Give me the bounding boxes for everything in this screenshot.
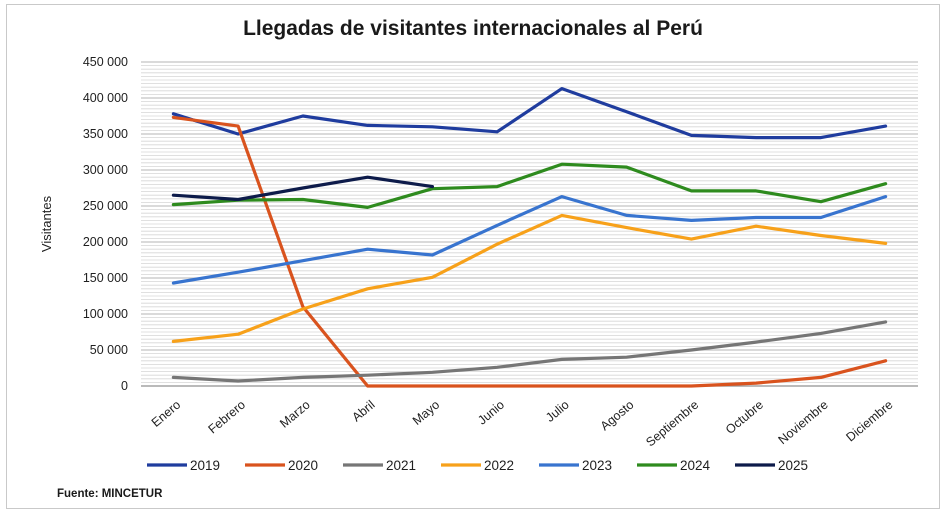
x-tick-label: Diciembre [843, 398, 895, 445]
x-tick-label: Enero [149, 398, 184, 430]
y-tick-label: 0 [121, 379, 128, 393]
series-line-2024 [171, 162, 888, 209]
series-line-2023 [171, 195, 888, 285]
legend-label: 2022 [484, 458, 514, 473]
grid [141, 61, 918, 387]
legend-item-2023: 2023 [539, 458, 612, 473]
legend-item-2025: 2025 [735, 458, 808, 473]
series-line-2025 [171, 175, 434, 202]
x-tick-label: Junio [475, 398, 507, 428]
legend-label: 2024 [680, 458, 711, 473]
source-note: Fuente: MINCETUR [57, 488, 163, 500]
series-line-2020 [171, 115, 888, 388]
y-tick-label: 100 000 [83, 307, 128, 321]
legend-label: 2019 [190, 458, 220, 473]
x-tick-label: Abril [349, 398, 377, 425]
x-tick-label: Mayo [410, 398, 442, 428]
legend-label: 2020 [288, 458, 318, 473]
series-line-2022 [171, 213, 888, 343]
y-tick-label: 200 000 [83, 235, 128, 249]
x-tick-label: Marzo [277, 398, 313, 431]
legend-item-2022: 2022 [441, 458, 514, 473]
legend-label: 2023 [582, 458, 612, 473]
y-tick-label: 400 000 [83, 91, 128, 105]
legend-item-2024: 2024 [637, 458, 711, 473]
y-axis-label: Visitantes [39, 195, 54, 252]
y-tick-label: 250 000 [83, 199, 128, 213]
legend: 2019 2020 2021 2022 2023 2024 2025 [147, 458, 808, 473]
series-line-2021 [171, 320, 888, 383]
x-axis-ticks: Enero Febrero Marzo Abril Mayo Junio Julio Agos… [149, 398, 896, 450]
x-tick-label: Septiembre [643, 398, 701, 450]
y-tick-label: 50 000 [90, 343, 128, 357]
legend-label: 2025 [778, 458, 808, 473]
x-tick-label: Febrero [206, 398, 249, 437]
x-tick-label: Octubre [723, 398, 766, 437]
legend-item-2021: 2021 [343, 458, 416, 473]
x-tick-label: Julio [543, 398, 572, 425]
y-axis-ticks: 0 50 000 100 000 150 000 200 000 250 000 300 0… [83, 55, 128, 393]
legend-item-2020: 2020 [245, 458, 318, 473]
y-tick-label: 300 000 [83, 163, 128, 177]
series-line-2019 [171, 86, 888, 140]
legend-item-2019: 2019 [147, 458, 220, 473]
y-tick-label: 150 000 [83, 271, 128, 285]
x-tick-label: Noviembre [776, 398, 831, 448]
legend-label: 2021 [386, 458, 416, 473]
series-lines [171, 86, 888, 388]
chart-title: Llegadas de visitantes internacionales a… [243, 17, 703, 40]
x-tick-label: Agosto [598, 398, 637, 434]
y-tick-label: 450 000 [83, 55, 128, 69]
y-tick-label: 350 000 [83, 127, 128, 141]
